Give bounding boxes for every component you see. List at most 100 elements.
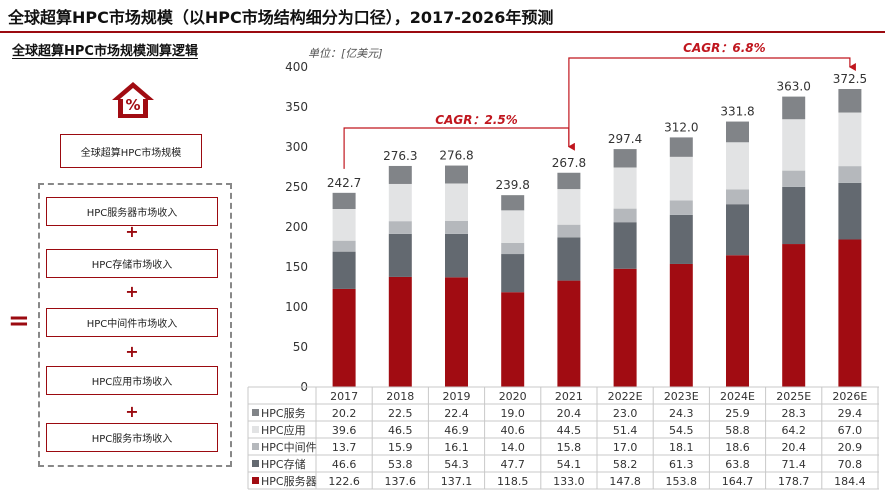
bar-segment — [501, 254, 525, 293]
y-tick-label: 400 — [285, 60, 308, 74]
bar-segment — [838, 182, 862, 240]
table-value: 53.8 — [388, 458, 413, 471]
legend-label: HPC存储 — [261, 457, 306, 471]
table-value: 137.6 — [385, 475, 417, 488]
bar-segment — [388, 165, 412, 184]
legend-label: HPC中间件 — [261, 441, 317, 454]
bar-segment — [726, 189, 749, 205]
y-tick-label: 350 — [285, 100, 308, 114]
x-category-label: 2019 — [443, 390, 471, 403]
table-value: 47.7 — [500, 458, 525, 471]
x-category-label: 2017 — [330, 390, 358, 403]
bar-segment — [445, 233, 468, 278]
cagr-label: CAGR：2.5% — [435, 113, 517, 127]
bar-segment — [557, 280, 581, 387]
plus-sign: + — [125, 222, 139, 241]
bar-segment — [782, 170, 806, 187]
total-label: 239.8 — [496, 178, 530, 192]
table-value: 22.5 — [388, 407, 413, 420]
table-value: 20.9 — [838, 441, 863, 454]
bar-segment — [557, 224, 581, 238]
table-value: 61.3 — [669, 458, 694, 471]
table-value: 28.3 — [781, 407, 806, 420]
bar-segment — [669, 156, 693, 201]
bar-segment — [501, 210, 525, 243]
svg-text:%: % — [125, 96, 140, 114]
bar-segment — [838, 166, 862, 183]
total-label: 267.8 — [552, 156, 586, 170]
table-value: 39.6 — [332, 424, 357, 437]
x-category-label: 2021 — [555, 390, 583, 403]
table-value: 153.8 — [666, 475, 698, 488]
table-value: 20.2 — [332, 407, 357, 420]
server-revenue-box: HPC服务器市场收入 — [46, 197, 218, 226]
bar-segment — [726, 121, 749, 143]
middleware-revenue-box: HPC中间件市场收入 — [46, 308, 218, 337]
x-category-label: 2023E — [664, 390, 699, 403]
bar-segment — [388, 183, 412, 222]
table-value: 122.6 — [328, 475, 360, 488]
bar-segment — [501, 292, 525, 387]
table-value: 16.1 — [444, 441, 469, 454]
table-value: 19.0 — [500, 407, 525, 420]
table-value: 14.0 — [500, 441, 525, 454]
table-value: 15.9 — [388, 441, 413, 454]
bar-segment — [388, 221, 412, 234]
cagr-arrow — [568, 57, 856, 147]
bar-segment — [557, 189, 581, 225]
legend-swatch — [252, 460, 259, 467]
total-label: 297.4 — [608, 132, 642, 146]
legend-swatch — [252, 477, 259, 484]
x-category-label: 2026E — [832, 390, 867, 403]
table-value: 40.6 — [500, 424, 525, 437]
bar-segment — [332, 251, 356, 289]
bar-segment — [388, 276, 412, 387]
plus-sign: + — [125, 342, 139, 361]
bar-segment — [332, 192, 356, 209]
table-value: 46.6 — [332, 458, 357, 471]
table-value: 24.3 — [669, 407, 694, 420]
table-value: 178.7 — [778, 475, 810, 488]
bar-segment — [838, 112, 862, 167]
table-value: 44.5 — [557, 424, 582, 437]
bar-segment — [838, 89, 862, 113]
storage-revenue-box: HPC存储市场收入 — [46, 249, 218, 278]
plus-sign: + — [125, 402, 139, 421]
bar-segment — [445, 277, 468, 387]
table-value: 147.8 — [609, 475, 641, 488]
total-label: 372.5 — [833, 72, 867, 86]
table-value: 29.4 — [838, 407, 863, 420]
table-value: 46.9 — [444, 424, 469, 437]
table-value: 67.0 — [838, 424, 863, 437]
total-label: 276.8 — [439, 149, 473, 163]
legend-label: HPC应用 — [261, 423, 306, 437]
total-label: 331.8 — [720, 105, 754, 119]
table-value: 51.4 — [613, 424, 638, 437]
bar-segment — [501, 242, 525, 255]
bar-segment — [388, 233, 412, 277]
table-value: 58.2 — [613, 458, 638, 471]
house-percent-icon: % — [110, 80, 156, 124]
bar-segment — [726, 204, 749, 256]
bar-segment — [557, 172, 581, 190]
table-value: 133.0 — [553, 475, 585, 488]
equals-sign: = — [8, 306, 30, 336]
bar-segment — [669, 137, 693, 157]
total-label: 276.3 — [383, 149, 417, 163]
legend-label: HPC服务器 — [261, 475, 317, 488]
bar-segment — [445, 183, 468, 221]
table-value: 54.3 — [444, 458, 469, 471]
bar-segment — [613, 167, 637, 209]
logic-subtitle: 全球超算HPC市场规模测算逻辑 — [12, 44, 198, 59]
bar-segment — [613, 222, 637, 269]
bar-segment — [557, 237, 581, 281]
x-category-label: 2020 — [499, 390, 527, 403]
page-title: 全球超算HPC市场规模（以HPC市场结构细分为口径），2017-2026年预测 — [8, 8, 554, 27]
bar-segment — [501, 195, 525, 211]
bar-segment — [726, 142, 749, 190]
table-value: 17.0 — [613, 441, 638, 454]
table-value: 20.4 — [557, 407, 582, 420]
title-divider — [0, 31, 885, 33]
table-value: 54.5 — [669, 424, 694, 437]
